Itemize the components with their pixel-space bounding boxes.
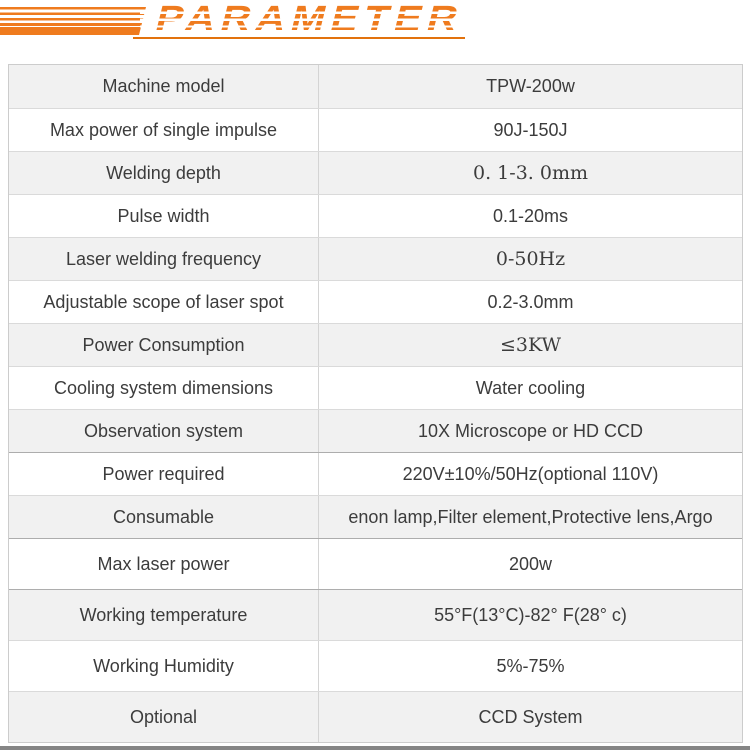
- table-row: Working Humidity 5%-75%: [9, 640, 742, 691]
- param-value: enon lamp,Filter element,Protective lens…: [318, 496, 742, 538]
- param-value: 90J-150J: [318, 109, 742, 151]
- param-value: TPW-200w: [318, 65, 742, 108]
- bottom-cutoff-bar: [0, 746, 750, 750]
- speed-stripes-icon: [0, 7, 150, 35]
- table-row: Pulse width 0.1-20ms: [9, 194, 742, 237]
- param-value: Water cooling: [318, 367, 742, 409]
- table-row: Power required 220V±10%/50Hz(optional 11…: [9, 452, 742, 495]
- table-row: Observation system 10X Microscope or HD …: [9, 409, 742, 452]
- param-label: Adjustable scope of laser spot: [43, 291, 284, 312]
- table-row: Max laser power 200w: [9, 538, 742, 589]
- table-row: Cooling system dimensions Water cooling: [9, 366, 742, 409]
- table-row: Working temperature 55°F(13°C)-82° F(28°…: [9, 589, 742, 640]
- param-label: Max laser power: [97, 553, 230, 574]
- table-row: Max power of single impulse 90J-150J: [9, 108, 742, 151]
- param-value: 0. 1-3. 0mm: [318, 152, 742, 194]
- param-label: Power Consumption: [82, 334, 245, 355]
- param-value: ≤3KW: [318, 324, 742, 366]
- table-row: Adjustable scope of laser spot 0.2-3.0mm: [9, 280, 742, 323]
- param-label: Laser welding frequency: [65, 248, 262, 269]
- table-row: Power Consumption ≤3KW: [9, 323, 742, 366]
- logo-title: PARAMETER: [151, 0, 468, 38]
- table-row: Machine model TPW-200w: [9, 65, 742, 108]
- param-label: Optional: [129, 706, 198, 727]
- param-value: 200w: [318, 539, 742, 589]
- param-value: 55°F(13°C)-82° F(28° c): [318, 590, 742, 640]
- param-value: CCD System: [318, 692, 742, 742]
- table-row: Welding depth 0. 1-3. 0mm: [9, 151, 742, 194]
- table-row: Consumable enon lamp,Filter element,Prot…: [9, 495, 742, 538]
- param-value: 0-50Hz: [318, 238, 742, 280]
- param-label: Welding depth: [106, 162, 221, 183]
- param-value: 10X Microscope or HD CCD: [318, 410, 742, 452]
- param-label: Observation system: [83, 420, 244, 441]
- logo-title-wrap: PARAMETER: [152, 0, 468, 39]
- logo-underline: [133, 37, 465, 39]
- param-label: Max power of single impulse: [49, 119, 278, 140]
- param-value: 0.2-3.0mm: [318, 281, 742, 323]
- param-label: Pulse width: [117, 205, 210, 226]
- param-label: Working Humidity: [93, 655, 234, 676]
- param-value: 220V±10%/50Hz(optional 110V): [318, 453, 742, 495]
- param-value: 5%-75%: [318, 641, 742, 691]
- parameter-logo: PARAMETER: [0, 0, 750, 58]
- param-label: Cooling system dimensions: [53, 377, 274, 398]
- table-row: Optional CCD System: [9, 691, 742, 742]
- param-label: Consumable: [112, 506, 215, 527]
- param-label: Power required: [102, 463, 225, 484]
- table-row: Laser welding frequency 0-50Hz: [9, 237, 742, 280]
- param-value: 0.1-20ms: [318, 195, 742, 237]
- param-label: Machine model: [102, 76, 225, 96]
- param-label: Working temperature: [79, 604, 248, 625]
- parameter-table: Machine model TPW-200w Max power of sing…: [8, 64, 743, 743]
